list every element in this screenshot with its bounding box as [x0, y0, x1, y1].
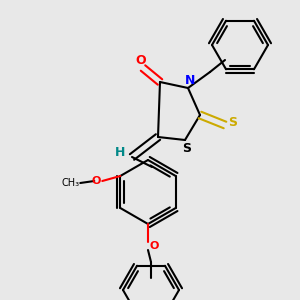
- Text: S: S: [182, 142, 191, 154]
- Text: S: S: [229, 116, 238, 130]
- Text: CH₃: CH₃: [61, 178, 79, 188]
- Text: O: O: [92, 176, 101, 186]
- Text: H: H: [115, 146, 125, 160]
- Text: O: O: [136, 53, 146, 67]
- Text: O: O: [149, 241, 159, 251]
- Text: N: N: [185, 74, 195, 86]
